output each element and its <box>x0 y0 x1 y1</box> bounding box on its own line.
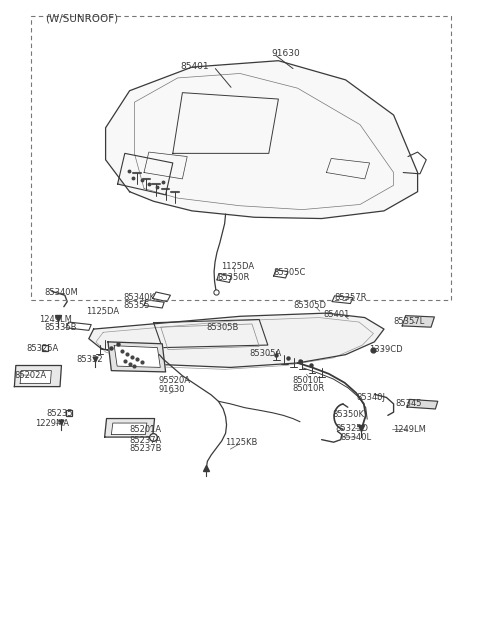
Text: 95520A: 95520A <box>158 376 191 385</box>
Text: 85202A: 85202A <box>14 371 47 380</box>
Text: 1249LM: 1249LM <box>393 425 425 434</box>
Polygon shape <box>106 61 418 219</box>
Text: 85305B: 85305B <box>206 323 239 332</box>
Text: (W/SUNROOF): (W/SUNROOF) <box>46 13 119 23</box>
Text: 85340L: 85340L <box>341 433 372 442</box>
Text: 1125DA: 1125DA <box>221 262 254 271</box>
Text: 1125DA: 1125DA <box>86 307 120 316</box>
Text: 1125KB: 1125KB <box>225 438 257 447</box>
Polygon shape <box>14 366 61 387</box>
Text: 85355: 85355 <box>124 301 150 310</box>
Text: 1249LM: 1249LM <box>39 315 72 324</box>
Text: 85350R: 85350R <box>217 273 249 282</box>
Text: 85237A: 85237A <box>130 436 162 445</box>
Polygon shape <box>402 316 434 327</box>
Text: 91630: 91630 <box>271 49 300 58</box>
Text: 85357R: 85357R <box>334 293 367 302</box>
Text: 85305C: 85305C <box>274 268 306 277</box>
Polygon shape <box>89 313 384 367</box>
Text: 91630: 91630 <box>158 385 185 394</box>
Text: 85335B: 85335B <box>44 323 77 332</box>
Polygon shape <box>407 399 438 409</box>
Polygon shape <box>111 423 147 435</box>
Polygon shape <box>118 153 173 195</box>
Text: 85325D: 85325D <box>335 424 368 433</box>
Text: 1229MA: 1229MA <box>35 419 69 427</box>
Text: 85201A: 85201A <box>130 425 162 434</box>
Text: 85010L: 85010L <box>293 376 324 385</box>
Polygon shape <box>114 346 160 367</box>
Text: 85305D: 85305D <box>294 301 327 310</box>
Polygon shape <box>144 152 187 179</box>
Text: 85332: 85332 <box>77 355 103 364</box>
Polygon shape <box>20 371 51 383</box>
Polygon shape <box>154 320 268 348</box>
Polygon shape <box>173 93 278 153</box>
Text: 85305A: 85305A <box>250 349 282 358</box>
Text: 85340K: 85340K <box>124 293 156 302</box>
Text: 85345: 85345 <box>395 399 421 408</box>
Text: 85010R: 85010R <box>293 384 325 393</box>
Text: 1339CD: 1339CD <box>369 345 402 354</box>
Text: 85401: 85401 <box>180 62 209 71</box>
Text: 85237B: 85237B <box>130 444 162 453</box>
Polygon shape <box>326 158 370 179</box>
Text: 85350K: 85350K <box>333 410 365 419</box>
Text: 85401: 85401 <box>323 310 349 319</box>
Text: 85340J: 85340J <box>356 393 385 402</box>
Text: 85235: 85235 <box>47 409 73 418</box>
Text: 85325A: 85325A <box>26 344 59 353</box>
Polygon shape <box>108 342 166 372</box>
Text: 85340M: 85340M <box>44 288 78 296</box>
Text: 85357L: 85357L <box>394 317 425 326</box>
Polygon shape <box>105 419 155 437</box>
